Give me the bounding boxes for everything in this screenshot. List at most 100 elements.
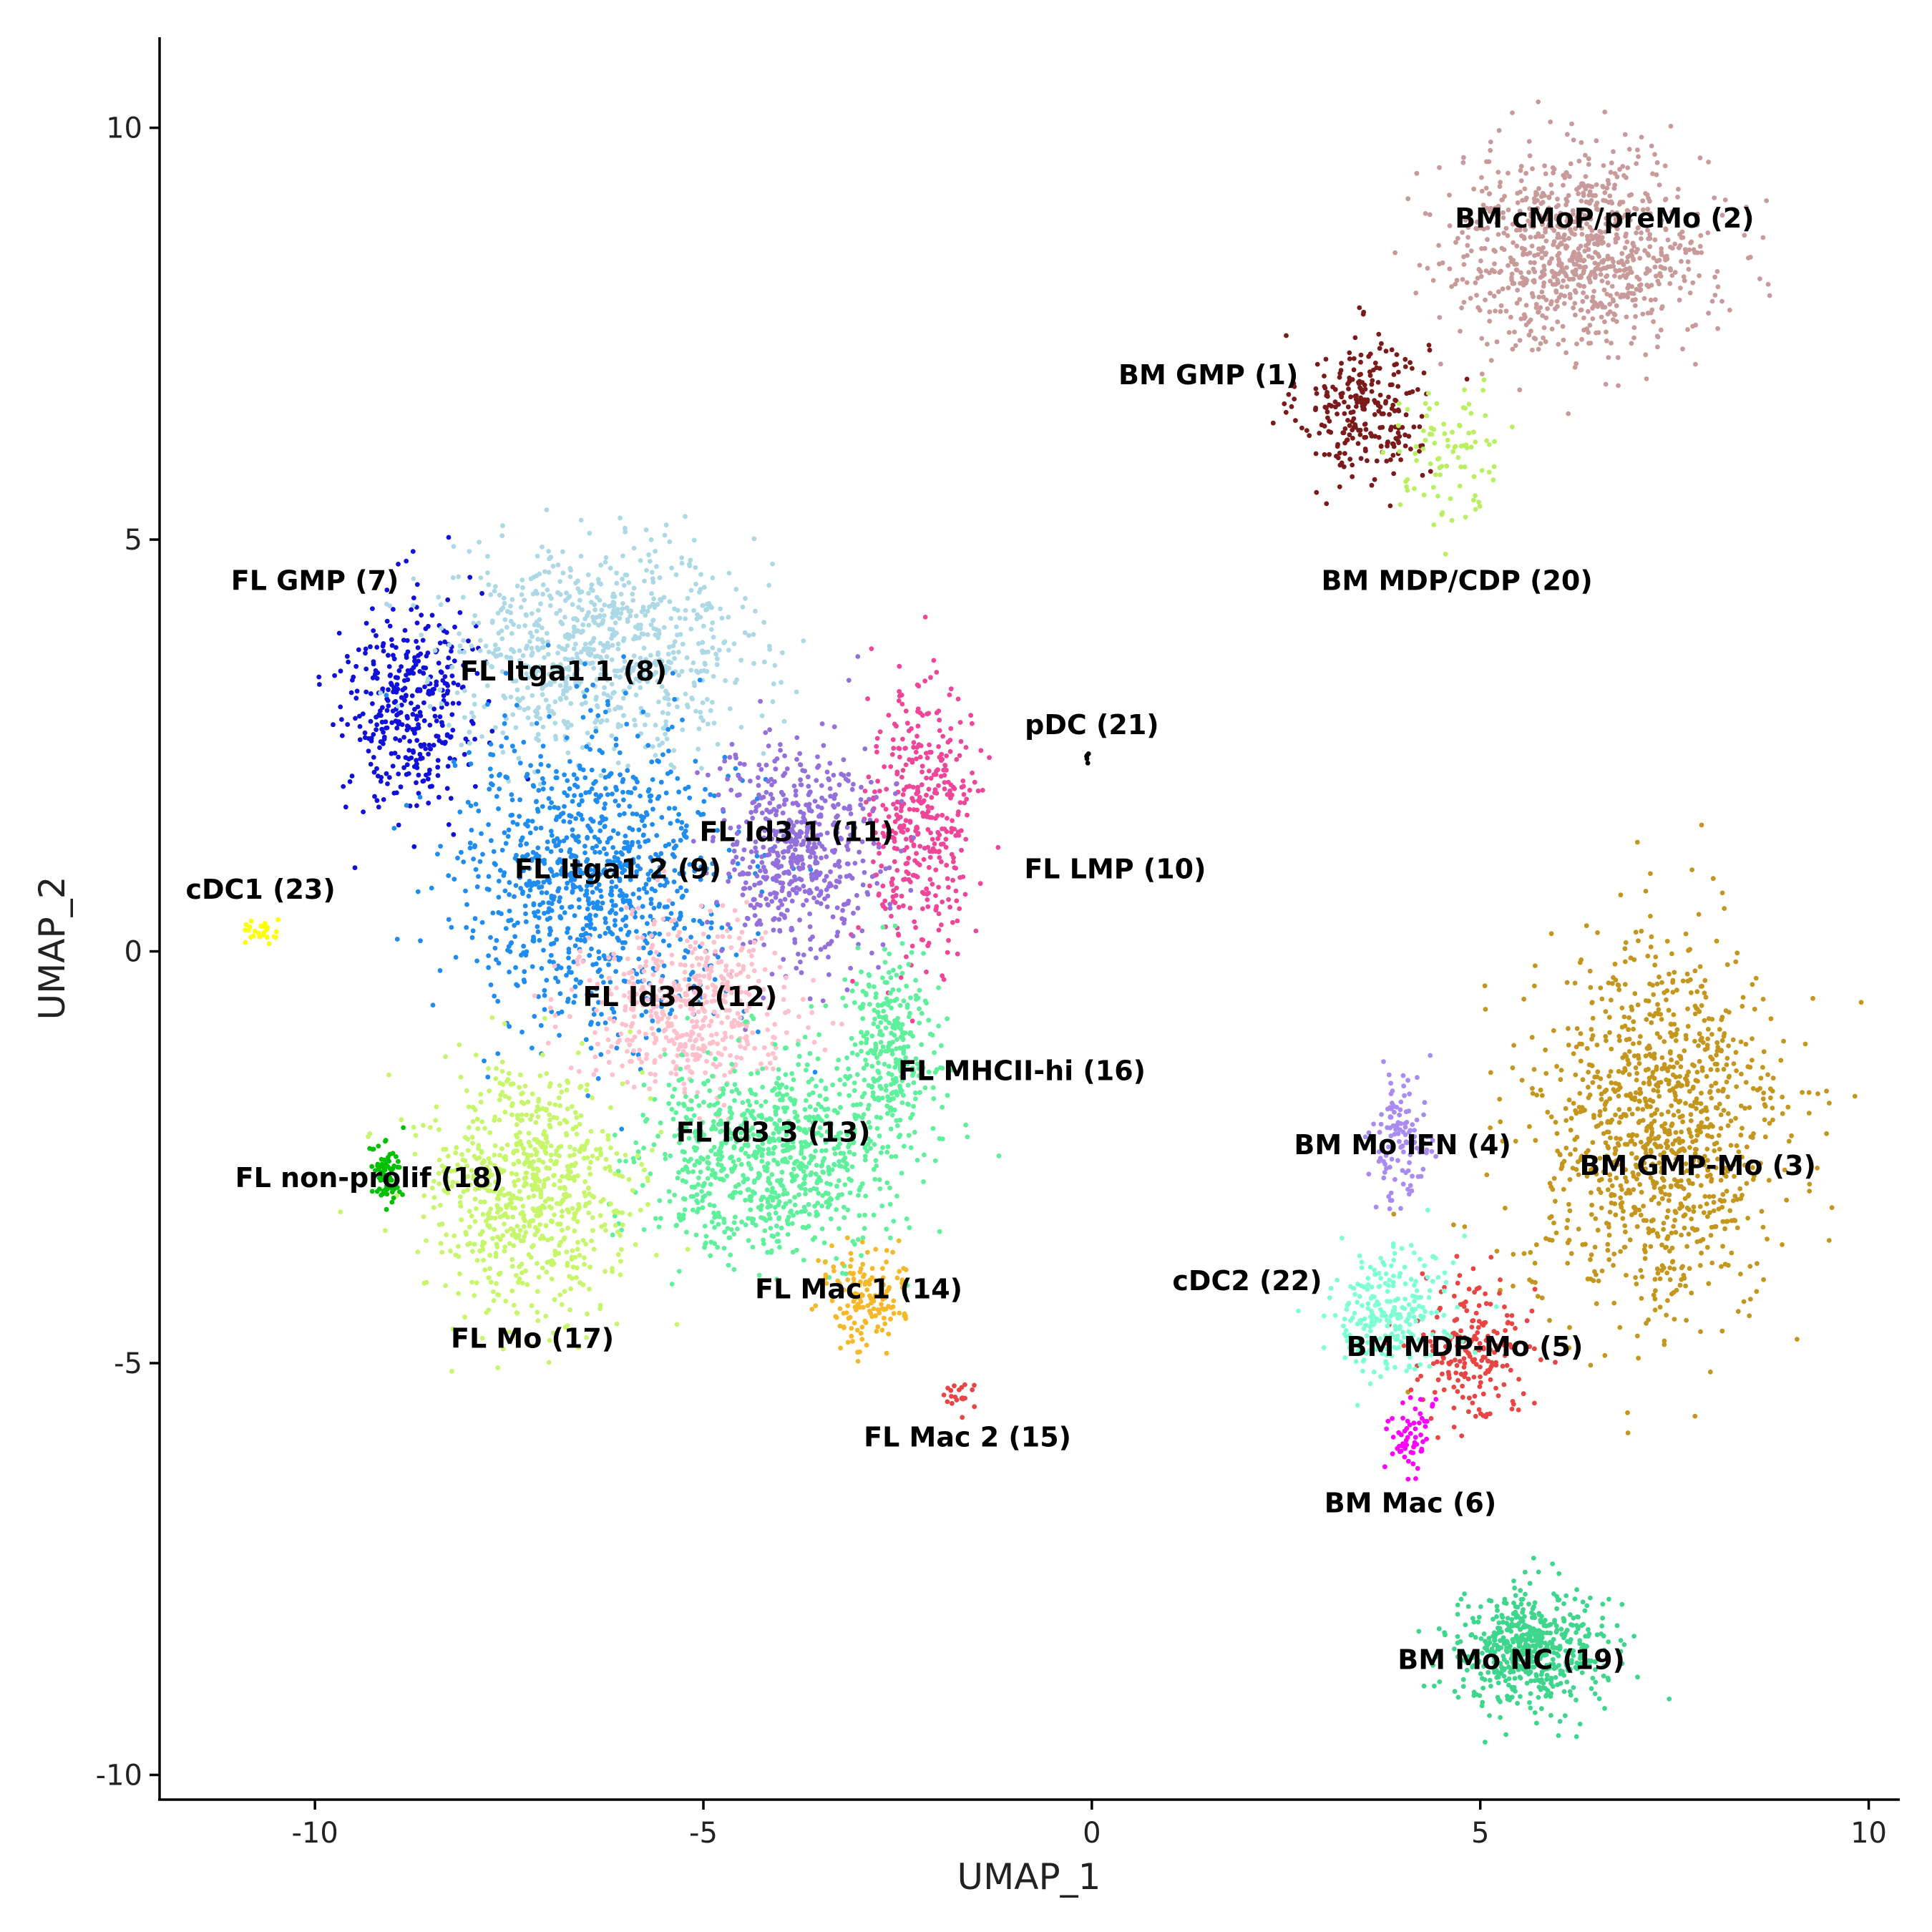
data-point: [1654, 160, 1660, 165]
data-point: [1518, 163, 1524, 169]
data-point: [1752, 1006, 1757, 1012]
data-point: [608, 909, 613, 915]
data-point: [1668, 268, 1674, 273]
data-point: [1612, 1089, 1618, 1094]
data-point: [1455, 1389, 1460, 1394]
data-point: [613, 620, 618, 625]
data-point: [1350, 427, 1355, 433]
data-point: [1383, 399, 1389, 404]
data-point: [1648, 1104, 1654, 1109]
data-point: [676, 811, 681, 817]
data-point: [470, 721, 476, 726]
data-point: [500, 730, 506, 736]
data-point: [1385, 1418, 1391, 1424]
data-point: [1699, 1160, 1705, 1165]
data-point: [428, 746, 434, 752]
data-point: [381, 648, 386, 654]
data-point: [1582, 213, 1588, 218]
data-point: [657, 931, 663, 937]
data-point: [633, 613, 639, 619]
data-point: [623, 923, 628, 929]
data-point: [1658, 1144, 1664, 1150]
data-point: [1599, 314, 1604, 320]
data-point: [1577, 275, 1582, 280]
data-point: [561, 819, 567, 824]
data-point: [656, 628, 662, 633]
data-point: [1568, 1251, 1574, 1257]
data-point: [1382, 1464, 1387, 1470]
data-point: [1616, 987, 1622, 992]
data-point: [900, 792, 906, 797]
data-point: [1453, 1370, 1459, 1375]
data-point: [538, 601, 543, 607]
data-point: [1607, 193, 1613, 199]
data-point: [565, 996, 571, 1002]
data-point: [1286, 391, 1292, 397]
data-point: [1637, 255, 1643, 261]
data-point: [1468, 1339, 1474, 1345]
data-point: [1363, 426, 1369, 432]
data-point: [1609, 1191, 1614, 1197]
data-point: [1333, 404, 1338, 410]
data-point: [485, 554, 490, 559]
data-point: [389, 637, 394, 643]
data-point: [1669, 1259, 1675, 1265]
data-point: [1465, 1376, 1471, 1382]
data-point: [387, 673, 393, 678]
data-point: [1705, 1166, 1711, 1171]
data-point: [1428, 469, 1433, 474]
data-point: [1625, 1410, 1630, 1415]
data-point: [1598, 272, 1604, 277]
data-point: [1815, 1091, 1820, 1096]
data-point: [1694, 250, 1700, 255]
data-point: [570, 889, 575, 895]
data-point: [598, 562, 604, 568]
data-point: [1654, 1231, 1660, 1236]
data-point: [418, 938, 423, 944]
data-point: [1701, 1210, 1707, 1216]
data-point: [611, 603, 617, 609]
data-point: [928, 749, 934, 755]
data-point: [537, 937, 542, 943]
data-point: [1584, 233, 1590, 239]
cluster-fl-gmp-7: [316, 535, 530, 871]
data-point: [709, 605, 714, 610]
data-point: [1648, 297, 1654, 303]
data-point: [414, 620, 420, 625]
data-point: [438, 844, 443, 849]
data-point: [1704, 1201, 1709, 1206]
data-point: [1634, 1156, 1639, 1161]
data-point: [1605, 1247, 1611, 1253]
data-point: [1478, 1380, 1483, 1385]
data-point: [1604, 274, 1609, 279]
data-point: [1605, 177, 1611, 183]
data-point: [1501, 1340, 1506, 1345]
data-point: [404, 713, 410, 719]
data-point: [1634, 1282, 1639, 1287]
data-point: [613, 784, 618, 790]
data-point: [1324, 501, 1330, 507]
data-point: [1694, 989, 1700, 995]
data-point: [1415, 387, 1420, 392]
data-point: [1352, 335, 1358, 341]
data-point: [1698, 1101, 1704, 1106]
data-point: [1601, 185, 1606, 190]
data-point: [461, 638, 466, 643]
data-point: [1667, 1128, 1672, 1133]
data-point: [493, 584, 498, 589]
data-point: [1558, 1077, 1563, 1083]
data-point: [1476, 1303, 1482, 1308]
data-point: [378, 691, 384, 696]
data-point: [610, 643, 615, 648]
data-point: [883, 806, 889, 812]
data-point: [1405, 1168, 1411, 1174]
data-point: [1633, 1090, 1639, 1096]
data-point: [618, 907, 624, 912]
data-point: [560, 570, 566, 576]
data-point: [1683, 1283, 1689, 1289]
data-point: [1593, 192, 1599, 198]
data-point: [1434, 1314, 1440, 1320]
data-point: [525, 715, 531, 721]
data-point: [1732, 1174, 1737, 1179]
data-point: [1449, 284, 1454, 289]
